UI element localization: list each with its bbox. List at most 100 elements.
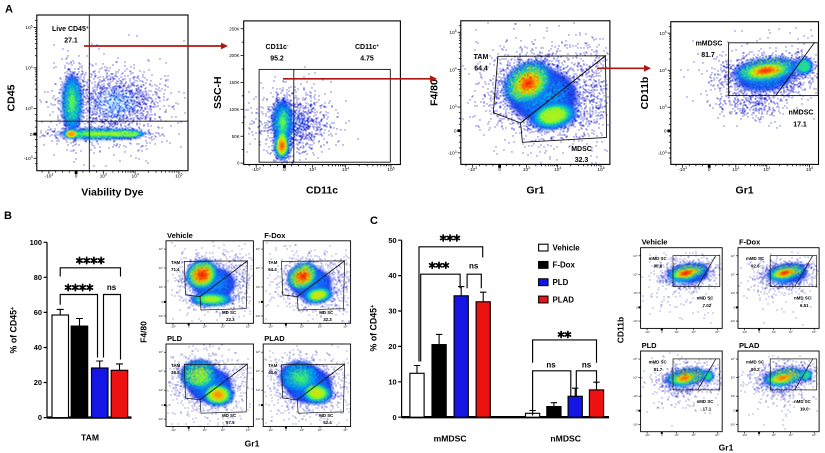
svg-text:PLD: PLD [553, 278, 569, 287]
svg-text:-10³: -10³ [632, 422, 637, 426]
svg-text:27.1: 27.1 [64, 38, 78, 45]
svg-text:-10³: -10³ [742, 330, 747, 334]
svg-text:% of CD45+: % of CD45+ [9, 306, 19, 354]
svg-text:TAM: TAM [268, 260, 278, 265]
svg-text:10⁵: 10⁵ [715, 433, 720, 437]
svg-text:mMD SC: mMD SC [649, 256, 668, 261]
svg-text:0: 0 [161, 403, 163, 407]
svg-text:CD11c-: CD11c- [266, 43, 289, 51]
svg-text:104: 104 [132, 173, 139, 180]
svg-text:38.8: 38.8 [171, 370, 180, 375]
svg-text:19.0: 19.0 [800, 407, 809, 412]
svg-text:10⁵: 10⁵ [246, 428, 251, 432]
svg-text:57.5: 57.5 [226, 420, 235, 425]
svg-text:71.4: 71.4 [171, 267, 180, 272]
svg-text:10⁵: 10⁵ [715, 330, 720, 334]
svg-text:10⁴: 10⁴ [691, 330, 696, 334]
svg-text:81.7: 81.7 [701, 52, 715, 59]
svg-text:10⁵: 10⁵ [633, 254, 638, 258]
svg-text:-103: -103 [658, 150, 667, 157]
svg-text:-10³: -10³ [158, 314, 163, 318]
svg-text:100K: 100K [229, 107, 239, 112]
svg-text:10³: 10³ [256, 388, 260, 392]
svg-text:10³: 10³ [159, 285, 163, 289]
svg-text:10⁴: 10⁴ [256, 266, 261, 270]
svg-text:0: 0 [708, 167, 711, 173]
svg-text:10³: 10³ [159, 388, 163, 392]
svg-text:CD11c: CD11c [306, 185, 338, 197]
svg-text:0: 0 [733, 409, 735, 413]
svg-text:CD11b: CD11b [639, 77, 651, 110]
svg-text:105: 105 [449, 29, 456, 36]
svg-text:Vehicle: Vehicle [553, 243, 581, 252]
svg-text:10⁵: 10⁵ [343, 428, 348, 432]
svg-text:0: 0 [75, 173, 78, 179]
svg-text:% of CD45+: % of CD45+ [369, 304, 379, 352]
svg-text:150K: 150K [229, 80, 239, 85]
svg-text:ns: ns [582, 361, 592, 370]
svg-text:40: 40 [34, 343, 42, 352]
svg-text:0: 0 [259, 403, 261, 407]
svg-text:17.1: 17.1 [793, 121, 807, 128]
svg-text:103: 103 [309, 166, 316, 173]
svg-text:0: 0 [664, 129, 667, 135]
svg-text:52.4: 52.4 [323, 420, 332, 425]
svg-text:7.02: 7.02 [703, 303, 712, 308]
svg-text:PLAD: PLAD [739, 341, 760, 350]
svg-text:64.4: 64.4 [268, 267, 277, 272]
svg-text:nMDSC: nMDSC [550, 434, 581, 444]
svg-text:0: 0 [733, 305, 735, 309]
svg-text:TAM: TAM [474, 54, 489, 61]
svg-text:-10³: -10³ [742, 433, 747, 437]
svg-text:Live CD45+: Live CD45+ [52, 25, 89, 33]
svg-text:10⁴: 10⁴ [788, 433, 793, 437]
svg-text:nMD SC: nMD SC [697, 399, 715, 404]
svg-text:-10³: -10³ [158, 417, 163, 421]
svg-text:10³: 10³ [300, 325, 304, 329]
svg-text:TAM: TAM [171, 363, 181, 368]
svg-text:10⁴: 10⁴ [633, 376, 638, 380]
svg-text:10³: 10³ [772, 433, 776, 437]
svg-text:10⁴: 10⁴ [318, 428, 323, 432]
svg-text:104: 104 [659, 67, 666, 74]
svg-text:MD SC: MD SC [319, 310, 334, 315]
svg-text:10⁵: 10⁵ [812, 433, 817, 437]
svg-text:0: 0 [285, 325, 287, 329]
svg-text:Vehicle: Vehicle [167, 231, 193, 240]
svg-text:F-Dox: F-Dox [553, 261, 576, 270]
svg-text:ns: ns [546, 361, 556, 370]
svg-text:10³: 10³ [772, 330, 776, 334]
svg-text:MD SC: MD SC [222, 310, 237, 315]
svg-text:17.1: 17.1 [703, 407, 712, 412]
svg-text:103: 103 [732, 166, 739, 173]
svg-text:-10³: -10³ [730, 422, 735, 426]
svg-text:0: 0 [283, 167, 286, 173]
svg-text:-10³: -10³ [730, 319, 735, 323]
svg-text:40: 40 [388, 271, 396, 280]
svg-text:0: 0 [758, 330, 760, 334]
svg-text:104: 104 [763, 166, 770, 173]
svg-text:103: 103 [25, 105, 32, 112]
svg-text:0: 0 [498, 167, 501, 173]
svg-text:10⁵: 10⁵ [159, 350, 164, 354]
svg-text:Gr1: Gr1 [736, 185, 754, 197]
svg-text:10⁴: 10⁴ [159, 369, 164, 373]
svg-text:10³: 10³ [731, 394, 735, 398]
svg-text:C: C [370, 215, 378, 227]
svg-text:10³: 10³ [674, 330, 678, 334]
svg-text:Gr1: Gr1 [245, 439, 260, 449]
svg-text:10⁴: 10⁴ [731, 272, 736, 276]
svg-text:64.4: 64.4 [474, 66, 488, 73]
svg-text:Gr1: Gr1 [719, 443, 734, 453]
svg-text:0: 0 [188, 428, 190, 432]
svg-text:-103: -103 [448, 150, 457, 157]
svg-text:10⁴: 10⁴ [691, 433, 696, 437]
svg-text:100: 100 [30, 238, 42, 247]
svg-text:0: 0 [161, 300, 163, 304]
svg-text:-10³: -10³ [170, 428, 175, 432]
svg-text:nMDSC: nMDSC [789, 110, 814, 117]
svg-text:10⁴: 10⁴ [788, 330, 793, 334]
svg-text:10⁴: 10⁴ [256, 369, 261, 373]
svg-text:PLD: PLD [642, 341, 658, 350]
svg-text:MD SC: MD SC [319, 413, 334, 418]
